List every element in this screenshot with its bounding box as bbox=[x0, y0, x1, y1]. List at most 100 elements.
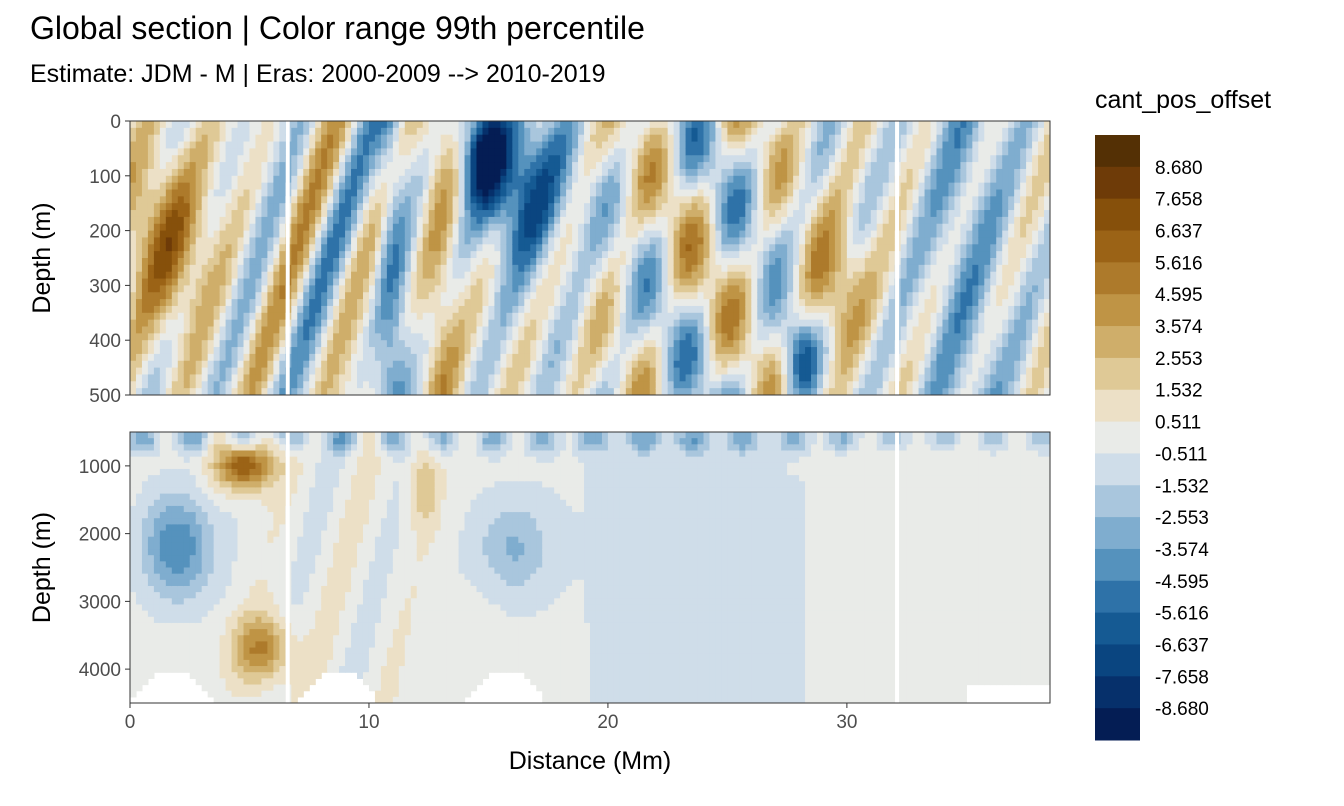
heatmap-cell bbox=[130, 182, 137, 191]
heatmap-cell bbox=[464, 230, 472, 239]
heatmap-cell bbox=[147, 258, 155, 266]
heatmap-cell bbox=[512, 244, 519, 252]
heatmap-cell bbox=[566, 285, 573, 293]
heatmap-cell bbox=[207, 285, 215, 293]
heatmap-cell bbox=[757, 175, 764, 184]
heatmap-cell bbox=[398, 360, 406, 369]
heatmap-cell bbox=[392, 223, 400, 232]
heatmap-cell bbox=[482, 182, 490, 191]
heatmap-cell bbox=[267, 285, 274, 293]
heatmap-cell bbox=[828, 182, 836, 191]
heatmap-cell bbox=[625, 278, 633, 286]
heatmap-cell bbox=[488, 134, 496, 143]
heatmap-cell bbox=[357, 264, 364, 273]
heatmap-cell bbox=[339, 278, 346, 286]
heatmap-cell bbox=[763, 127, 770, 136]
heatmap-cell bbox=[709, 148, 717, 156]
heatmap-cell bbox=[751, 148, 758, 156]
heatmap-cell bbox=[327, 155, 334, 163]
heatmap-cell bbox=[727, 216, 734, 225]
heatmap-cell bbox=[333, 299, 340, 307]
heatmap-cell bbox=[494, 319, 501, 328]
heatmap-cell bbox=[195, 196, 203, 204]
heatmap-cell bbox=[440, 319, 448, 328]
heatmap-cell bbox=[327, 244, 334, 252]
heatmap-cell bbox=[159, 367, 167, 376]
heatmap-cell bbox=[613, 141, 621, 149]
heatmap-cell bbox=[733, 258, 740, 266]
heatmap-cell bbox=[781, 134, 788, 143]
heatmap-cell bbox=[715, 141, 723, 149]
heatmap-cell bbox=[846, 196, 854, 204]
heatmap-cell bbox=[207, 251, 215, 259]
heatmap-cell bbox=[159, 121, 167, 129]
heatmap-cell bbox=[386, 251, 394, 259]
heatmap-cell bbox=[428, 223, 436, 232]
heatmap-cell bbox=[649, 127, 657, 136]
heatmap-cell bbox=[297, 299, 304, 307]
heatmap-cell bbox=[691, 312, 699, 321]
heatmap-cell bbox=[715, 340, 723, 348]
heatmap-cell bbox=[506, 258, 513, 266]
heatmap-cell bbox=[584, 121, 591, 129]
heatmap-cell bbox=[601, 230, 609, 239]
heatmap-cell bbox=[530, 367, 537, 376]
heatmap-cell bbox=[834, 189, 842, 197]
heatmap-cell bbox=[357, 121, 364, 129]
heatmap-cell bbox=[357, 367, 364, 376]
heatmap-cell bbox=[183, 189, 191, 197]
heatmap-cell bbox=[398, 264, 406, 273]
heatmap-cell bbox=[631, 347, 639, 355]
heatmap-cell bbox=[601, 264, 609, 273]
heatmap-cell bbox=[846, 353, 854, 362]
heatmap-cell bbox=[613, 292, 621, 300]
heatmap-cell bbox=[374, 141, 382, 149]
heatmap-cell bbox=[171, 251, 179, 259]
heatmap-cell bbox=[805, 326, 812, 334]
heatmap-cell bbox=[727, 374, 734, 382]
heatmap-cell bbox=[673, 333, 681, 341]
heatmap-cell bbox=[309, 258, 316, 266]
heatmap-cell bbox=[404, 319, 412, 328]
heatmap-cell bbox=[380, 278, 388, 286]
heatmap-cell bbox=[428, 258, 436, 266]
heatmap-cell bbox=[775, 258, 782, 266]
heatmap-cell bbox=[727, 155, 734, 163]
heatmap-cell bbox=[709, 271, 717, 280]
heatmap-cell bbox=[840, 340, 848, 348]
heatmap-cell bbox=[440, 264, 448, 273]
heatmap-cell bbox=[333, 127, 340, 136]
heatmap-cell bbox=[590, 381, 597, 389]
heatmap-cell bbox=[392, 360, 400, 369]
heatmap-cell bbox=[404, 360, 412, 369]
heatmap-cell bbox=[267, 189, 274, 197]
heatmap-cell bbox=[775, 312, 782, 321]
heatmap-cell bbox=[135, 299, 143, 307]
heatmap-cell bbox=[530, 189, 537, 197]
heatmap-cell bbox=[625, 333, 633, 341]
heatmap-cell bbox=[219, 388, 227, 395]
heatmap-cell bbox=[183, 374, 191, 382]
heatmap-cell bbox=[745, 388, 752, 395]
heatmap-cell bbox=[392, 319, 400, 328]
heatmap-cell bbox=[595, 367, 603, 376]
heatmap-cell bbox=[165, 278, 173, 286]
heatmap-cell bbox=[864, 134, 872, 143]
heatmap-cell bbox=[380, 162, 388, 170]
heatmap-cell bbox=[554, 127, 561, 136]
heatmap-cell bbox=[416, 326, 424, 334]
heatmap-cell bbox=[434, 353, 442, 362]
heatmap-cell bbox=[572, 285, 579, 293]
heatmap-cell bbox=[159, 210, 167, 218]
heatmap-cell bbox=[147, 196, 155, 204]
heatmap-cell bbox=[201, 264, 209, 273]
heatmap-cell bbox=[536, 312, 543, 321]
heatmap-cell bbox=[386, 299, 394, 307]
heatmap-cell bbox=[625, 162, 633, 170]
heatmap-cell bbox=[141, 258, 149, 266]
heatmap-cell bbox=[643, 162, 651, 170]
heatmap-cell bbox=[368, 175, 376, 184]
heatmap-cell bbox=[345, 285, 352, 293]
heatmap-cell bbox=[452, 244, 460, 252]
heatmap-cell bbox=[130, 210, 137, 218]
